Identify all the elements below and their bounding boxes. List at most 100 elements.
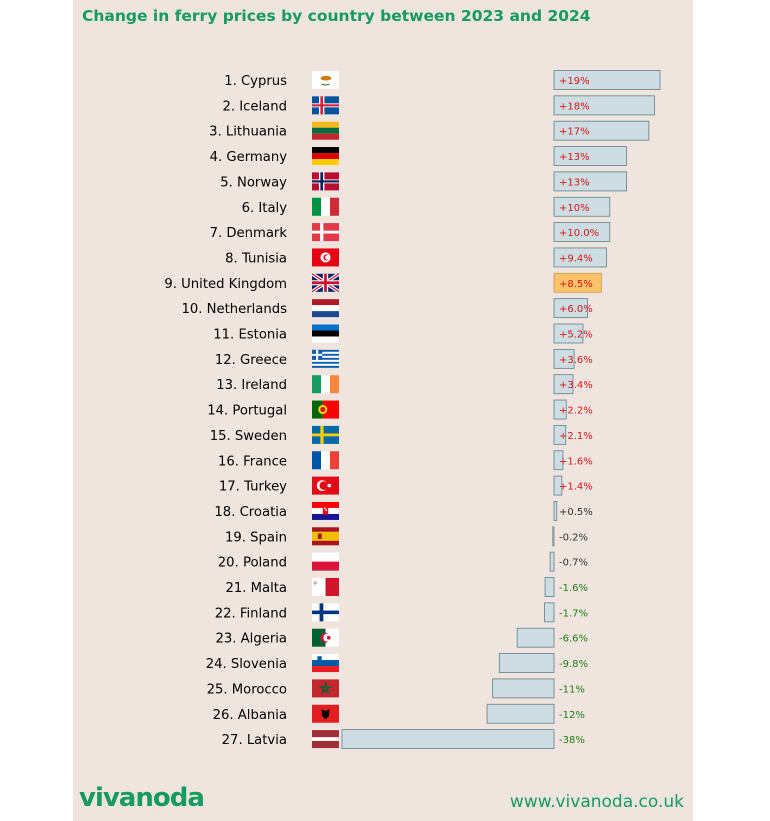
category-label-germany: 4. Germany	[210, 150, 288, 165]
bar-norway	[553, 171, 627, 192]
croatia-flag-icon	[312, 501, 339, 520]
value-label-poland: -0.7%	[559, 558, 588, 569]
bar-germany	[553, 146, 627, 166]
bar-malta	[544, 577, 555, 597]
category-label-finland: 22. Finland	[215, 606, 287, 621]
netherlands-flag-icon	[312, 299, 339, 318]
germany-flag-icon	[312, 147, 339, 166]
category-label-france: 16. France	[218, 454, 287, 469]
category-label-latvia: 27. Latvia	[222, 733, 287, 748]
bar-cyprus	[553, 70, 661, 90]
denmark-flag-icon	[312, 223, 339, 242]
vivanoda-logo: vivanoda	[79, 783, 205, 813]
category-label-estonia: 11. Estonia	[213, 328, 287, 343]
albania-flag-icon	[312, 704, 339, 723]
category-label-united-kingdom: 9. United Kingdom	[164, 277, 287, 292]
value-label-netherlands: +6.0%	[559, 304, 593, 315]
bar-italy	[553, 196, 611, 217]
cyprus-flag-icon	[312, 71, 339, 89]
value-label-sweden: +2.1%	[559, 431, 593, 442]
category-label-morocco: 25. Morocco	[207, 682, 287, 697]
bar-croatia	[553, 501, 558, 521]
category-label-sweden: 15. Sweden	[210, 429, 287, 444]
bar-denmark	[553, 222, 611, 243]
value-label-algeria: -6.6%	[559, 634, 588, 645]
bar-sweden	[553, 424, 567, 445]
bar-lithuania	[553, 120, 650, 141]
category-label-algeria: 23. Algeria	[215, 632, 287, 647]
category-label-tunisia: 8. Tunisia	[225, 251, 287, 266]
bar-greece	[553, 348, 575, 369]
bar-estonia	[553, 323, 584, 344]
bar-poland	[549, 551, 555, 572]
slovenia-flag-icon	[312, 654, 339, 673]
value-label-portugal: +2.2%	[559, 406, 593, 417]
value-label-morocco: -11%	[559, 684, 585, 695]
iceland-flag-icon	[312, 96, 339, 115]
category-label-spain: 19. Spain	[225, 530, 287, 545]
value-label-latvia: -38%	[559, 735, 585, 746]
value-label-iceland: +18%	[559, 101, 590, 112]
uk-flag-icon	[311, 272, 340, 294]
value-label-estonia: +5.2%	[559, 330, 593, 341]
estonia-flag-icon	[312, 324, 339, 343]
value-label-tunisia: +9.4%	[559, 253, 593, 264]
value-label-malta: -1.6%	[559, 583, 588, 594]
value-label-united-kingdom: +8.5%	[559, 279, 593, 290]
chart-title: Change in ferry prices by country betwee…	[82, 7, 591, 25]
lithuania-flag-icon	[312, 121, 339, 140]
norway-flag-icon	[312, 172, 339, 191]
category-label-malta: 21. Malta	[225, 581, 287, 596]
bar-latvia	[341, 729, 555, 749]
sweden-flag-icon	[312, 425, 339, 444]
bar-united-kingdom	[553, 272, 602, 293]
value-label-denmark: +10.0%	[559, 228, 599, 239]
bar-albania	[486, 703, 555, 724]
category-label-denmark: 7. Denmark	[210, 226, 288, 241]
value-label-cyprus: +19%	[559, 76, 590, 87]
bar-spain	[552, 526, 555, 547]
bar-algeria	[516, 627, 555, 648]
category-label-ireland: 13. Ireland	[216, 378, 287, 393]
italy-flag-icon	[312, 197, 339, 216]
bar-slovenia	[498, 653, 555, 673]
bar-finland	[544, 602, 555, 623]
latvia-flag-icon	[312, 730, 339, 749]
france-flag-icon	[312, 451, 339, 470]
value-label-greece: +3.6%	[559, 355, 593, 366]
bar-france	[553, 450, 564, 471]
category-label-netherlands: 10. Netherlands	[181, 302, 287, 317]
bar-netherlands	[553, 298, 588, 319]
algeria-flag-icon	[312, 628, 339, 647]
greece-flag-icon	[312, 349, 339, 368]
category-label-cyprus: 1. Cyprus	[224, 74, 287, 89]
turkey-flag-icon	[312, 476, 339, 495]
category-label-turkey: 17. Turkey	[219, 480, 287, 495]
value-label-albania: -12%	[559, 710, 585, 721]
value-label-finland: -1.7%	[559, 608, 588, 619]
value-label-italy: +10%	[559, 203, 590, 214]
portugal-flag-icon	[312, 400, 339, 419]
tunisia-flag-icon	[312, 248, 339, 267]
category-label-greece: 12. Greece	[215, 353, 287, 368]
value-label-france: +1.6%	[559, 456, 593, 467]
morocco-flag-icon	[312, 679, 339, 698]
bar-turkey	[553, 475, 563, 496]
category-label-lithuania: 3. Lithuania	[209, 125, 287, 140]
website-url[interactable]: www.vivanoda.co.uk	[509, 792, 684, 812]
poland-flag-icon	[312, 552, 339, 571]
value-label-lithuania: +17%	[559, 127, 590, 138]
value-label-ireland: +3.4%	[559, 380, 593, 391]
category-label-portugal: 14. Portugal	[207, 404, 287, 419]
category-label-poland: 20. Poland	[218, 556, 287, 571]
finland-flag-icon	[312, 603, 339, 622]
value-label-croatia: +0.5%	[559, 507, 593, 518]
value-label-turkey: +1.4%	[559, 482, 593, 493]
bar-tunisia	[553, 247, 607, 268]
category-label-croatia: 18. Croatia	[214, 505, 287, 520]
value-label-norway: +13%	[559, 177, 590, 188]
bar-iceland	[553, 95, 655, 116]
category-label-norway: 5. Norway	[220, 175, 287, 190]
value-label-spain: -0.2%	[559, 532, 588, 543]
